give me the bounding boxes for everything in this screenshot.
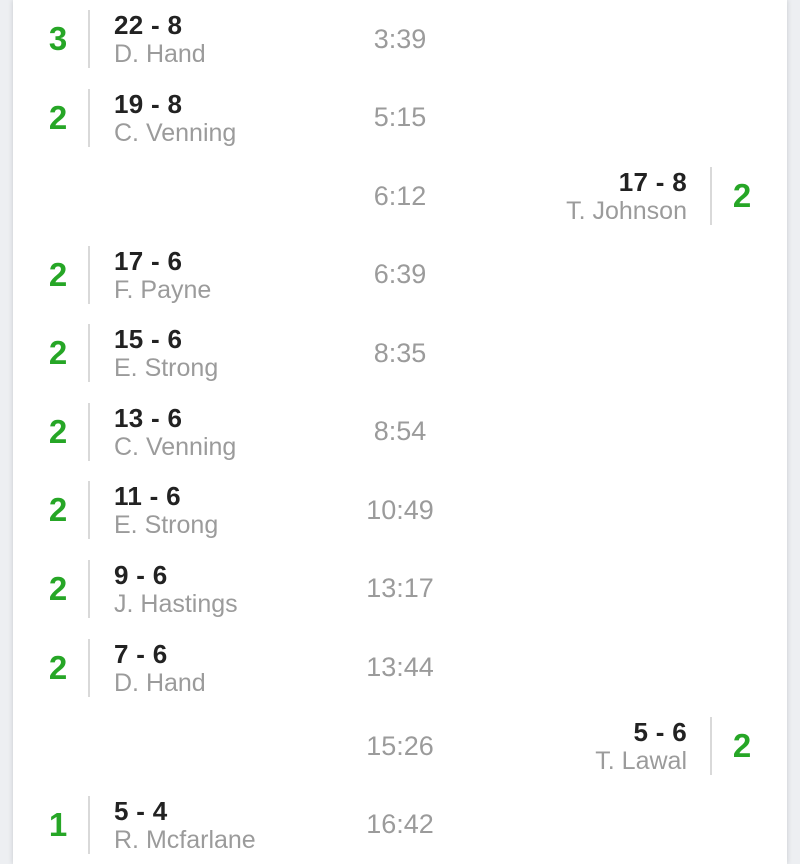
event-time: 6:39 <box>373 259 427 290</box>
event-time: 15:26 <box>366 730 434 761</box>
player-name: R. Mcfarlane <box>114 825 256 854</box>
player-name: T. Lawal <box>595 747 687 776</box>
home-event: 2 11 - 6 E. Strong <box>13 481 218 540</box>
score-player-block: 5 - 6 T. Lawal <box>595 717 687 775</box>
home-event: 2 15 - 6 E. Strong <box>13 324 218 383</box>
event-divider <box>88 324 90 383</box>
player-name: F. Payne <box>114 275 212 304</box>
event-row: 2 15 - 6 E. Strong 8:35 <box>13 314 787 393</box>
event-divider <box>710 717 712 776</box>
running-score: 17 - 6 <box>114 245 183 276</box>
home-event: 1 5 - 4 R. Mcfarlane <box>13 795 256 854</box>
event-row: 2 7 - 6 D. Hand 13:44 <box>13 628 787 707</box>
player-name: C. Venning <box>114 432 237 461</box>
event-time: 13:44 <box>366 652 434 683</box>
score-player-block: 5 - 4 R. Mcfarlane <box>114 796 256 854</box>
home-event: 3 22 - 8 D. Hand <box>13 10 206 69</box>
event-time: 3:39 <box>373 23 427 54</box>
running-score: 19 - 8 <box>114 88 183 119</box>
running-score: 7 - 6 <box>114 638 168 669</box>
points-value: 2 <box>48 648 68 686</box>
points-value: 1 <box>48 805 68 843</box>
player-name: C. Venning <box>114 118 237 147</box>
score-player-block: 7 - 6 D. Hand <box>114 639 206 697</box>
event-divider <box>88 795 90 854</box>
running-score: 13 - 6 <box>114 402 183 433</box>
score-player-block: 15 - 6 E. Strong <box>114 324 218 382</box>
event-row: 3 22 - 8 D. Hand 3:39 <box>13 0 787 79</box>
points-value: 2 <box>48 491 68 529</box>
running-score: 15 - 6 <box>114 324 183 355</box>
player-name: J. Hastings <box>114 589 238 618</box>
event-row: 15:26 5 - 6 T. Lawal 2 <box>13 707 787 786</box>
event-divider <box>88 559 90 618</box>
event-row: 2 19 - 8 C. Venning 5:15 <box>13 79 787 158</box>
home-event: 2 7 - 6 D. Hand <box>13 638 206 697</box>
event-divider <box>710 167 712 226</box>
running-score: 9 - 6 <box>114 559 168 590</box>
event-divider <box>88 245 90 304</box>
event-row: 2 17 - 6 F. Payne 6:39 <box>13 236 787 315</box>
score-player-block: 11 - 6 E. Strong <box>114 481 218 539</box>
points-value: 2 <box>732 177 752 215</box>
running-score: 22 - 8 <box>114 10 183 41</box>
player-name: E. Strong <box>114 354 219 383</box>
event-time: 13:17 <box>366 573 434 604</box>
event-time: 8:35 <box>373 337 427 368</box>
home-event: 2 19 - 8 C. Venning <box>13 88 236 147</box>
event-row: 2 11 - 6 E. Strong 10:49 <box>13 471 787 550</box>
event-row: 2 13 - 6 C. Venning 8:54 <box>13 393 787 472</box>
event-row: 1 5 - 4 R. Mcfarlane 16:42 <box>13 785 787 864</box>
points-value: 2 <box>48 98 68 136</box>
score-player-block: 9 - 6 J. Hastings <box>114 560 238 618</box>
score-player-block: 22 - 8 D. Hand <box>114 10 206 68</box>
running-score: 17 - 8 <box>618 167 687 198</box>
score-player-block: 19 - 8 C. Venning <box>114 89 236 147</box>
points-value: 2 <box>48 569 68 607</box>
player-name: E. Strong <box>114 511 219 540</box>
points-value: 2 <box>48 334 68 372</box>
player-name: D. Hand <box>114 40 206 69</box>
home-event: 2 9 - 6 J. Hastings <box>13 559 238 618</box>
timeline-card: 3 22 - 8 D. Hand 3:39 2 19 - 8 C. Vennin… <box>13 0 787 864</box>
event-time: 10:49 <box>366 494 434 525</box>
score-player-block: 17 - 6 F. Payne <box>114 246 211 304</box>
event-time: 5:15 <box>373 102 427 133</box>
player-name: D. Hand <box>114 668 206 697</box>
event-row: 6:12 17 - 8 T. Johnson 2 <box>13 157 787 236</box>
running-score: 11 - 6 <box>114 481 181 512</box>
event-divider <box>88 88 90 147</box>
away-event: 5 - 6 T. Lawal 2 <box>595 717 787 776</box>
points-value: 2 <box>48 412 68 450</box>
home-event: 2 13 - 6 C. Venning <box>13 402 236 461</box>
event-time: 16:42 <box>366 809 434 840</box>
event-divider <box>88 481 90 540</box>
event-time: 6:12 <box>373 180 427 211</box>
home-event: 2 17 - 6 F. Payne <box>13 245 211 304</box>
points-value: 2 <box>732 727 752 765</box>
running-score: 5 - 6 <box>633 717 687 748</box>
score-player-block: 17 - 8 T. Johnson <box>566 167 687 225</box>
event-divider <box>88 638 90 697</box>
event-time: 8:54 <box>373 416 427 447</box>
score-player-block: 13 - 6 C. Venning <box>114 403 236 461</box>
event-row: 2 9 - 6 J. Hastings 13:17 <box>13 550 787 629</box>
event-divider <box>88 10 90 69</box>
event-divider <box>88 402 90 461</box>
points-value: 3 <box>48 20 68 58</box>
running-score: 5 - 4 <box>114 795 168 826</box>
points-value: 2 <box>48 255 68 293</box>
player-name: T. Johnson <box>566 197 687 226</box>
away-event: 17 - 8 T. Johnson 2 <box>566 167 787 226</box>
